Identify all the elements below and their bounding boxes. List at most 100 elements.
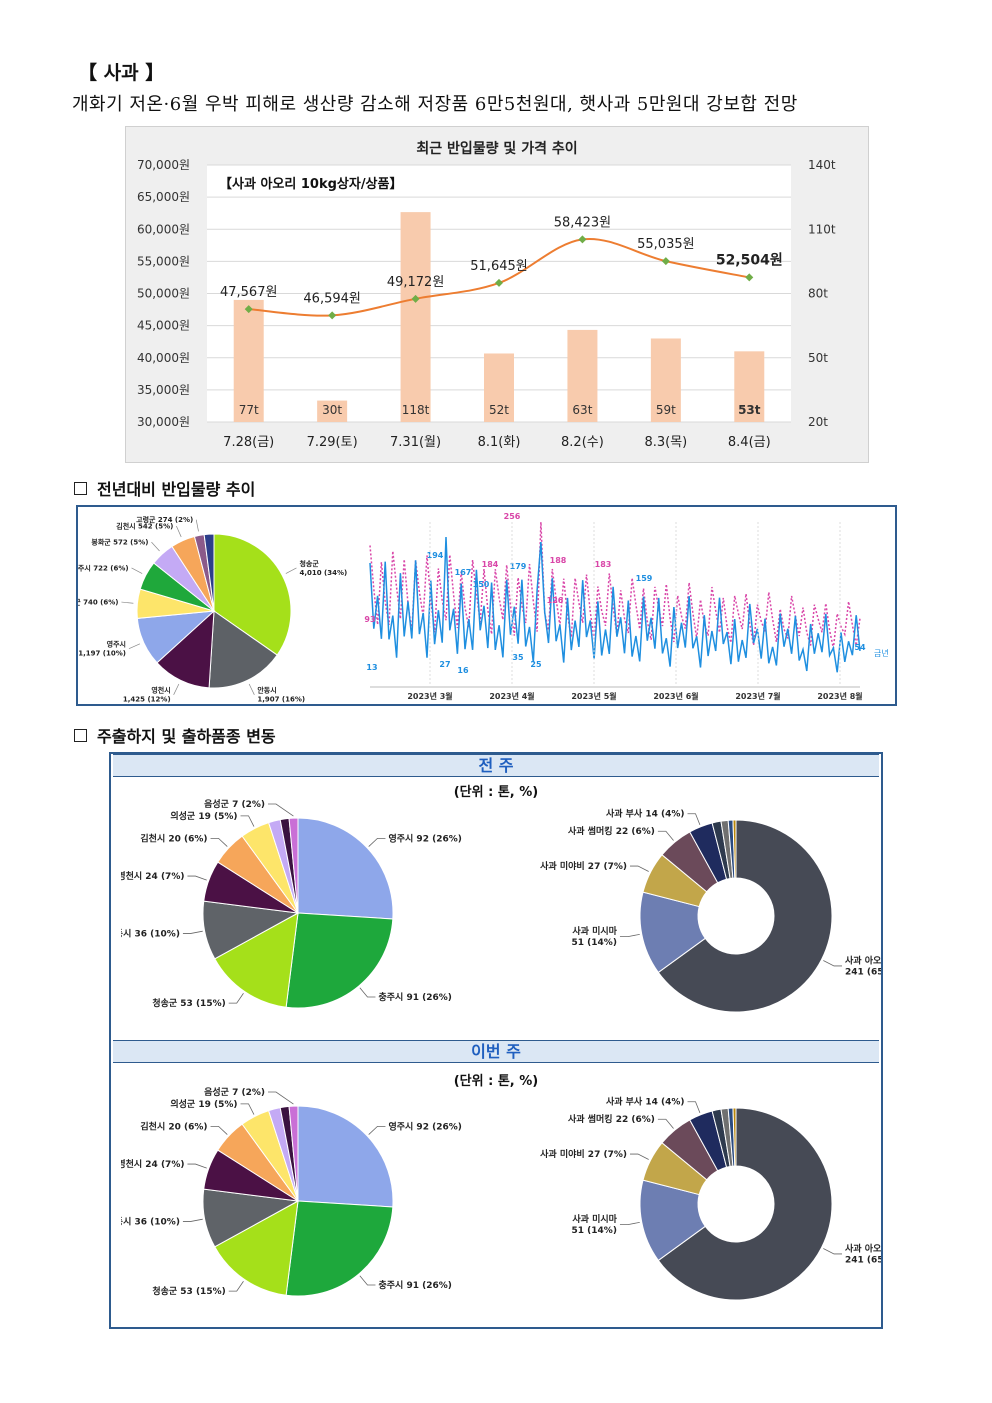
volume-bar bbox=[734, 351, 765, 422]
slice-label: 사과 아오리 bbox=[845, 1242, 881, 1254]
point-label: 25 bbox=[530, 660, 542, 669]
leader-line bbox=[657, 830, 674, 841]
pie-slice bbox=[214, 1200, 299, 1296]
bar-label: 63t bbox=[572, 403, 592, 417]
slice-label: 의성군 740 (6%) bbox=[78, 597, 118, 606]
point-label: 256 bbox=[504, 512, 521, 521]
x-tick-label: 2023년 6월 bbox=[653, 691, 698, 701]
slice-label: 음성군 7 (2%) bbox=[204, 1086, 265, 1098]
slice-label: 김천시 20 (6%) bbox=[140, 832, 207, 844]
leader-line bbox=[368, 837, 386, 847]
price-marker bbox=[495, 278, 503, 287]
slice-label: 사과 썸머킹 22 (6%) bbox=[568, 825, 655, 837]
right-tick-label: 140t bbox=[808, 158, 836, 172]
pie-slice bbox=[203, 533, 215, 612]
point-label: 27 bbox=[439, 660, 450, 669]
point-label: 179 bbox=[510, 562, 527, 571]
left-tick-label: 45,000원 bbox=[137, 319, 190, 333]
slice-label: 사과 아오리 bbox=[845, 954, 881, 966]
chart-title: 최근 반입물량 및 가격 추이 bbox=[416, 140, 577, 157]
left-tick-label: 35,000원 bbox=[137, 383, 190, 397]
price-marker bbox=[578, 235, 587, 244]
slice-label: 충주시 91 (26%) bbox=[378, 1279, 451, 1291]
volume-bar bbox=[317, 400, 348, 422]
slice-label: 음성군 7 (2%) bbox=[204, 798, 265, 810]
section-label: 주출하지 및 출하품종 변동 bbox=[97, 727, 276, 746]
leader-line bbox=[629, 1153, 649, 1160]
pie-slice bbox=[732, 1107, 737, 1167]
pie-slice bbox=[288, 817, 299, 914]
slice-label: 사과 부사 14 (4%) bbox=[606, 808, 685, 820]
volume-bar bbox=[650, 338, 681, 422]
leader-line bbox=[629, 865, 649, 872]
volume-bar bbox=[233, 299, 264, 422]
panel-head-last-week: 전 주 bbox=[113, 754, 879, 777]
category-label: 8.1(화) bbox=[478, 435, 521, 450]
leader-line bbox=[151, 541, 160, 552]
left-tick-label: 50,000원 bbox=[137, 287, 190, 301]
leader-line bbox=[657, 1118, 674, 1129]
price-marker bbox=[328, 311, 337, 320]
leader-line bbox=[268, 1091, 294, 1105]
pie-slice bbox=[297, 1105, 394, 1208]
price-marker bbox=[411, 294, 420, 303]
volume-bar bbox=[484, 353, 514, 422]
price-label: 51,645원 bbox=[470, 259, 527, 274]
leader-line bbox=[240, 1103, 255, 1115]
leader-line bbox=[619, 1221, 640, 1226]
bar-label: 59t bbox=[656, 403, 676, 417]
category-label: 8.2(수) bbox=[561, 435, 604, 450]
leader-line bbox=[173, 683, 180, 695]
point-label: 183 bbox=[595, 560, 612, 569]
page-subtitle: 개화기 저온·6월 우박 피해로 생산량 감소해 저장품 6만5천원대, 햇사과… bbox=[72, 94, 798, 115]
leader-line bbox=[128, 643, 141, 649]
leader-line bbox=[240, 815, 255, 827]
x-tick-label: 2023년 8월 bbox=[817, 691, 862, 701]
leader-line bbox=[268, 803, 294, 817]
leader-line bbox=[210, 1125, 228, 1135]
slice-label: 안동시 bbox=[257, 686, 276, 695]
pie-slice bbox=[156, 609, 215, 689]
right-tick-label: 80t bbox=[808, 287, 828, 301]
left-tick-label: 40,000원 bbox=[137, 351, 190, 365]
x-tick-label: 2023년 7월 bbox=[735, 691, 780, 701]
pie-slice bbox=[285, 1200, 394, 1297]
point-label: 159 bbox=[636, 574, 653, 583]
price-label: 55,035원 bbox=[637, 237, 694, 252]
right-tick-label: 50t bbox=[808, 351, 828, 365]
region-pie-last-week: 영주시 92 (26%) 충주시 91 (26%) 청송군 53 (15%) 안동시 … bbox=[121, 798, 462, 1009]
slice-label: 241 (65%) bbox=[845, 1255, 881, 1265]
leader-line bbox=[359, 987, 376, 998]
price-label: 52,504원 bbox=[716, 252, 783, 268]
slice-label: 충주시 91 (26%) bbox=[378, 991, 451, 1003]
left-tick-label: 70,000원 bbox=[137, 158, 190, 172]
slice-label: 청송군 53 (15%) bbox=[152, 997, 225, 1009]
pie-slice bbox=[285, 912, 394, 1009]
checkbox-icon bbox=[74, 729, 87, 742]
point-label: 184 bbox=[482, 560, 499, 569]
point-label: 13 bbox=[366, 663, 377, 672]
leader-line bbox=[687, 1101, 701, 1114]
left-tick-label: 60,000원 bbox=[137, 222, 190, 236]
slice-label: 영주시 92 (26%) bbox=[388, 832, 461, 844]
bar-label: 77t bbox=[239, 403, 259, 417]
price-marker bbox=[244, 305, 253, 314]
right-tick-label: 20t bbox=[808, 415, 828, 429]
point-label: 16 bbox=[457, 666, 469, 675]
price-label: 49,172원 bbox=[387, 275, 444, 290]
shipping-frame: 전 주 (단위 : 톤, %) 영주시 92 (26%) 충주시 91 (26%)… bbox=[109, 752, 883, 1329]
leader-line bbox=[687, 813, 701, 826]
price-chart-frame: 최근 반입물량 및 가격 추이 30,000원 35,000원 40,000원 45,0… bbox=[125, 126, 869, 463]
left-tick-label: 30,000원 bbox=[137, 415, 190, 429]
pie-slice bbox=[657, 819, 833, 1013]
leader-line bbox=[228, 1281, 244, 1292]
left-tick-label: 65,000원 bbox=[137, 190, 190, 204]
page-title: 【 사과 】 bbox=[78, 62, 165, 84]
pie-slice bbox=[214, 912, 299, 1008]
leader-line bbox=[182, 930, 203, 934]
leader-line bbox=[121, 601, 134, 604]
slice-label: 김천시 20 (6%) bbox=[140, 1120, 207, 1132]
section-volume-trend: 전년대비 반입물량 추이 bbox=[74, 476, 255, 500]
slice-label: 사과 미야비 27 (7%) bbox=[540, 1148, 627, 1160]
slice-label: 사과 미시마 bbox=[572, 1213, 617, 1225]
